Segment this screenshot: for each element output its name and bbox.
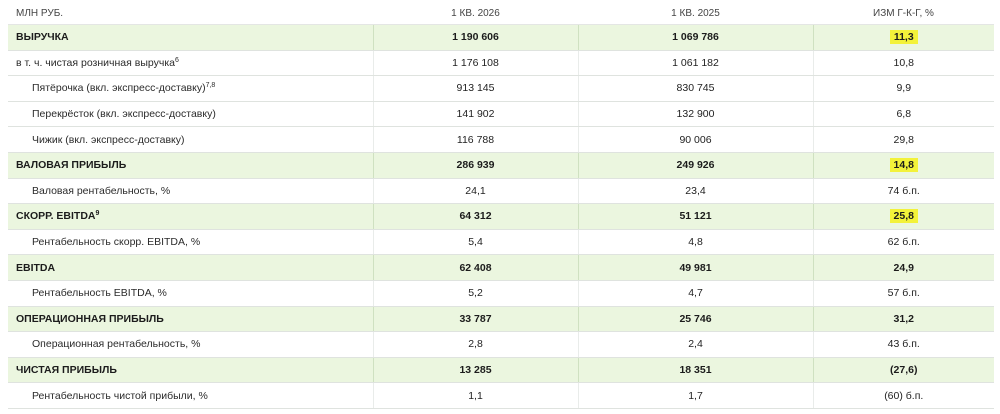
table-row-gross-profit: ВАЛОВАЯ ПРИБЫЛЬ 286 939 249 926 14,8 (8, 152, 994, 179)
cell-q1-2025: 18 351 (577, 357, 813, 384)
cell-yoy: 43 б.п. (812, 331, 994, 358)
row-label: Пятёрочка (вкл. экспресс-доставку)7,8 (8, 75, 373, 102)
cell-q1-2026: 33 787 (372, 306, 578, 333)
cell-yoy: 57 б.п. (812, 280, 994, 307)
table-row-pyaterochka: Пятёрочка (вкл. экспресс-доставку)7,8 91… (8, 75, 994, 102)
cell-yoy: 24,9 (812, 254, 994, 281)
row-label: ВАЛОВАЯ ПРИБЫЛЬ (8, 152, 373, 179)
cell-q1-2025: 1 061 182 (577, 50, 813, 77)
table-row-revenue: ВЫРУЧКА 1 190 606 1 069 786 11,3 (8, 24, 994, 51)
row-label: Рентабельность EBITDA, % (8, 280, 373, 307)
header-q1-2025: 1 КВ. 2025 (578, 2, 813, 25)
cell-q1-2026: 913 145 (372, 75, 578, 102)
cell-yoy: 6,8 (812, 101, 994, 128)
table-row-ebitda: EBITDA 62 408 49 981 24,9 (8, 254, 994, 281)
table-row-perekrestok: Перекрёсток (вкл. экспресс-доставку) 141… (8, 101, 994, 128)
table-header-row: МЛН РУБ. 1 КВ. 2026 1 КВ. 2025 ИЗМ Г-К-Г… (8, 2, 994, 25)
cell-q1-2026: 5,2 (372, 280, 578, 307)
row-label: Валовая рентабельность, % (8, 178, 373, 205)
table-row-adjusted-ebitda: СКОРР. EBITDA9 64 312 51 121 25,8 (8, 203, 994, 230)
row-label: в т. ч. чистая розничная выручка6 (8, 50, 373, 77)
cell-q1-2026: 1 190 606 (372, 24, 578, 51)
table-row-operating-profit: ОПЕРАЦИОННАЯ ПРИБЫЛЬ 33 787 25 746 31,2 (8, 306, 994, 333)
row-label: Рентабельность чистой прибыли, % (8, 382, 373, 409)
cell-q1-2025: 1,7 (577, 382, 813, 409)
table-row-net-margin: Рентабельность чистой прибыли, % 1,1 1,7… (8, 382, 994, 409)
cell-yoy: 74 б.п. (812, 178, 994, 205)
cell-q1-2025: 830 745 (577, 75, 813, 102)
table-row-operating-margin: Операционная рентабельность, % 2,8 2,4 4… (8, 331, 994, 358)
cell-q1-2025: 249 926 (577, 152, 813, 179)
cell-q1-2025: 1 069 786 (577, 24, 813, 51)
financial-table-container: МЛН РУБ. 1 КВ. 2026 1 КВ. 2025 ИЗМ Г-К-Г… (8, 0, 994, 409)
cell-q1-2026: 5,4 (372, 229, 578, 256)
highlighted-value: 25,8 (889, 209, 918, 224)
table-row-adjusted-ebitda-margin: Рентабельность скорр. EBITDA, % 5,4 4,8 … (8, 229, 994, 256)
table-row-net-profit: ЧИСТАЯ ПРИБЫЛЬ 13 285 18 351 (27,6) (8, 357, 994, 384)
cell-yoy: (27,6) (812, 357, 994, 384)
cell-q1-2025: 49 981 (577, 254, 813, 281)
financial-results-table: МЛН РУБ. 1 КВ. 2026 1 КВ. 2025 ИЗМ Г-К-Г… (8, 2, 994, 409)
cell-yoy: 25,8 (812, 203, 994, 230)
cell-q1-2025: 4,7 (577, 280, 813, 307)
row-label: Операционная рентабельность, % (8, 331, 373, 358)
cell-q1-2026: 62 408 (372, 254, 578, 281)
cell-q1-2025: 51 121 (577, 203, 813, 230)
row-label: Рентабельность скорр. EBITDA, % (8, 229, 373, 256)
cell-q1-2026: 64 312 (372, 203, 578, 230)
table-row-chizhik: Чижик (вкл. экспресс-доставку) 116 788 9… (8, 126, 994, 153)
cell-q1-2025: 90 006 (577, 126, 813, 153)
footnote-ref: 9 (95, 210, 100, 218)
cell-yoy: 9,9 (812, 75, 994, 102)
row-label: Перекрёсток (вкл. экспресс-доставку) (8, 101, 373, 128)
cell-yoy: 29,8 (812, 126, 994, 153)
cell-yoy: (60) б.п. (812, 382, 994, 409)
row-label: ЧИСТАЯ ПРИБЫЛЬ (8, 357, 373, 384)
footnote-ref: 6 (174, 56, 179, 64)
cell-q1-2026: 1,1 (372, 382, 578, 409)
table-row-ebitda-margin: Рентабельность EBITDA, % 5,2 4,7 57 б.п. (8, 280, 994, 307)
cell-yoy: 14,8 (812, 152, 994, 179)
header-unit-label: МЛН РУБ. (8, 2, 373, 25)
cell-q1-2026: 286 939 (372, 152, 578, 179)
cell-yoy: 10,8 (812, 50, 994, 77)
row-label: ВЫРУЧКА (8, 24, 373, 51)
table-row-gross-margin: Валовая рентабельность, % 24,1 23,4 74 б… (8, 178, 994, 205)
footnote-ref: 7,8 (205, 82, 216, 90)
cell-q1-2025: 132 900 (577, 101, 813, 128)
header-yoy-change: ИЗМ Г-К-Г, % (813, 2, 994, 25)
header-q1-2026: 1 КВ. 2026 (373, 2, 578, 25)
row-label: Чижик (вкл. экспресс-доставку) (8, 126, 373, 153)
cell-q1-2025: 4,8 (577, 229, 813, 256)
cell-q1-2026: 24,1 (372, 178, 578, 205)
row-label: EBITDA (8, 254, 373, 281)
row-label: ОПЕРАЦИОННАЯ ПРИБЫЛЬ (8, 306, 373, 333)
cell-q1-2025: 23,4 (577, 178, 813, 205)
cell-yoy: 62 б.п. (812, 229, 994, 256)
table-row-net-retail-revenue: в т. ч. чистая розничная выручка6 1 176 … (8, 50, 994, 77)
cell-yoy: 31,2 (812, 306, 994, 333)
cell-q1-2026: 2,8 (372, 331, 578, 358)
cell-yoy: 11,3 (812, 24, 994, 51)
cell-q1-2026: 116 788 (372, 126, 578, 153)
row-label: СКОРР. EBITDA9 (8, 203, 373, 230)
cell-q1-2025: 2,4 (577, 331, 813, 358)
cell-q1-2026: 1 176 108 (372, 50, 578, 77)
cell-q1-2025: 25 746 (577, 306, 813, 333)
cell-q1-2026: 13 285 (372, 357, 578, 384)
highlighted-value: 11,3 (889, 30, 918, 45)
cell-q1-2026: 141 902 (372, 101, 578, 128)
highlighted-value: 14,8 (889, 158, 918, 173)
